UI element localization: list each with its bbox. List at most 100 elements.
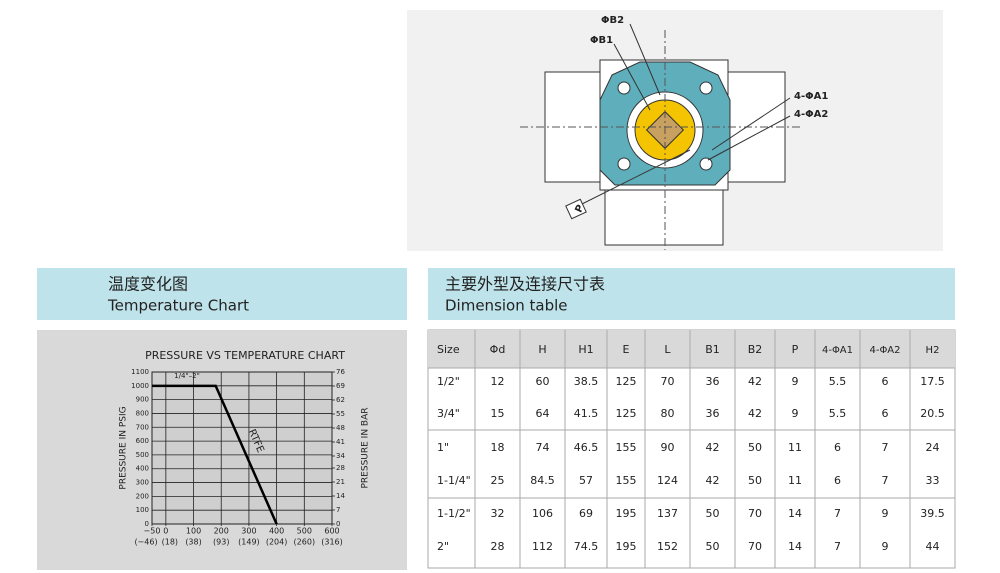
x2-tick-label: (−46) [134,538,157,547]
y-tick-label: 600 [136,437,149,445]
table-cell: 50 [748,441,762,454]
table-cell: 41.5 [574,407,599,420]
column-header: H2 [926,345,940,356]
valve-diagram [407,10,943,251]
table-cell: 18 [491,441,505,454]
table-cell: 90 [661,441,675,454]
x-tick-label: 0 [163,527,168,536]
column-header: B2 [748,343,763,356]
column-header: H1 [578,343,593,356]
table [427,329,956,569]
table-cell: 7 [882,474,889,487]
chart-title: PRESSURE VS TEMPERATURE CHART [145,349,345,362]
table-cell: 39.5 [920,507,945,520]
y-tick-label: 800 [136,409,149,417]
table-cell: 106 [532,507,553,520]
table-cell: 80 [661,407,675,420]
column-header: H [538,343,546,356]
table-cell: 7 [834,540,841,553]
y-tick-label: 500 [136,451,149,459]
table-cell: 84.5 [530,474,555,487]
x2-tick-label: (204) [266,538,288,547]
y2-tick-label: 76 [336,368,345,376]
x-tick-label: 300 [241,527,256,536]
x-tick-label: 500 [297,527,312,536]
table-cell: 70 [748,540,762,553]
table-cell: 3/4" [437,407,460,420]
table-cell: 9 [792,407,799,420]
table-cell: 5.5 [829,407,847,420]
diagram-label: ΦB1 [590,35,613,46]
table-cell: 125 [616,375,637,388]
table-cell: 137 [657,507,678,520]
x2-tick-label: (260) [294,538,316,547]
column-header: Φd [490,343,506,356]
column-header: P [792,343,799,356]
table-cell: 15 [491,407,505,420]
y2-tick-label: 7 [336,506,340,514]
table-cell: 57 [579,474,593,487]
y2-tick-label: 41 [336,438,345,446]
column-header: Size [437,343,460,356]
table-cell: 7 [882,441,889,454]
section-title: 主要外型及连接尺寸表 [445,275,605,294]
table-cell: 44 [926,540,940,553]
table-cell: 24 [926,441,940,454]
table-cell: 1/2" [437,375,460,388]
table-cell: 1-1/2" [437,507,471,520]
section-subtitle: Dimension table [445,297,568,315]
x2-tick-label: (38) [185,538,201,547]
header-bar [37,268,407,320]
table-cell: 17.5 [920,375,945,388]
table-cell: 33 [926,474,940,487]
y-tick-label: 300 [136,479,149,487]
y-tick-label: 900 [136,396,149,404]
table-cell: 125 [616,407,637,420]
y2-tick-label: 28 [336,464,345,472]
x2-tick-label: (18) [162,538,178,547]
x-tick-label: 100 [186,527,201,536]
diagram-label: ΦB2 [601,15,624,26]
table-cell: 14 [788,540,802,553]
x-tick-label: 400 [269,527,284,536]
table-cell: 5.5 [829,375,847,388]
diagram-label: P [573,203,586,214]
table-cell: 112 [532,540,553,553]
table-cell: 1-1/4" [437,474,471,487]
table-cell: 42 [748,375,762,388]
table-cell: 195 [616,507,637,520]
table-cell: 25 [491,474,505,487]
y2-tick-label: 14 [336,492,345,500]
table-cell: 12 [491,375,505,388]
table-cell: 6 [834,441,841,454]
y2-tick-label: 34 [336,452,345,460]
table-cell: 2" [437,540,449,553]
table-cell: 124 [657,474,678,487]
y-tick-label: 700 [136,423,149,431]
table-cell: 70 [748,507,762,520]
x-tick-label: 200 [214,527,229,536]
y2-tick-label: 69 [336,382,345,390]
y-tick-label: 100 [136,506,149,514]
y2-tick-label: 0 [336,520,340,528]
table-cell: 60 [536,375,550,388]
table-cell: 38.5 [574,375,599,388]
table-cell: 46.5 [574,441,599,454]
y-tick-label: 1100 [131,368,149,376]
column-header: B1 [705,343,720,356]
x-tick-label: 600 [324,527,339,536]
table-cell: 64 [536,407,550,420]
y-tick-label: 200 [136,492,149,500]
x2-tick-label: (93) [213,538,229,547]
column-header: 4-ΦA1 [822,345,853,356]
x-tick-label: −50 [144,527,161,536]
table-cell: 9 [792,375,799,388]
table-cell: 155 [616,441,637,454]
table-cell: 7 [834,507,841,520]
table-cell: 69 [579,507,593,520]
y2-tick-label: 62 [336,396,345,404]
table-cell: 9 [882,507,889,520]
plot: 0100200300400500600700800900100011000714… [131,368,345,547]
table-cell: 14 [788,507,802,520]
